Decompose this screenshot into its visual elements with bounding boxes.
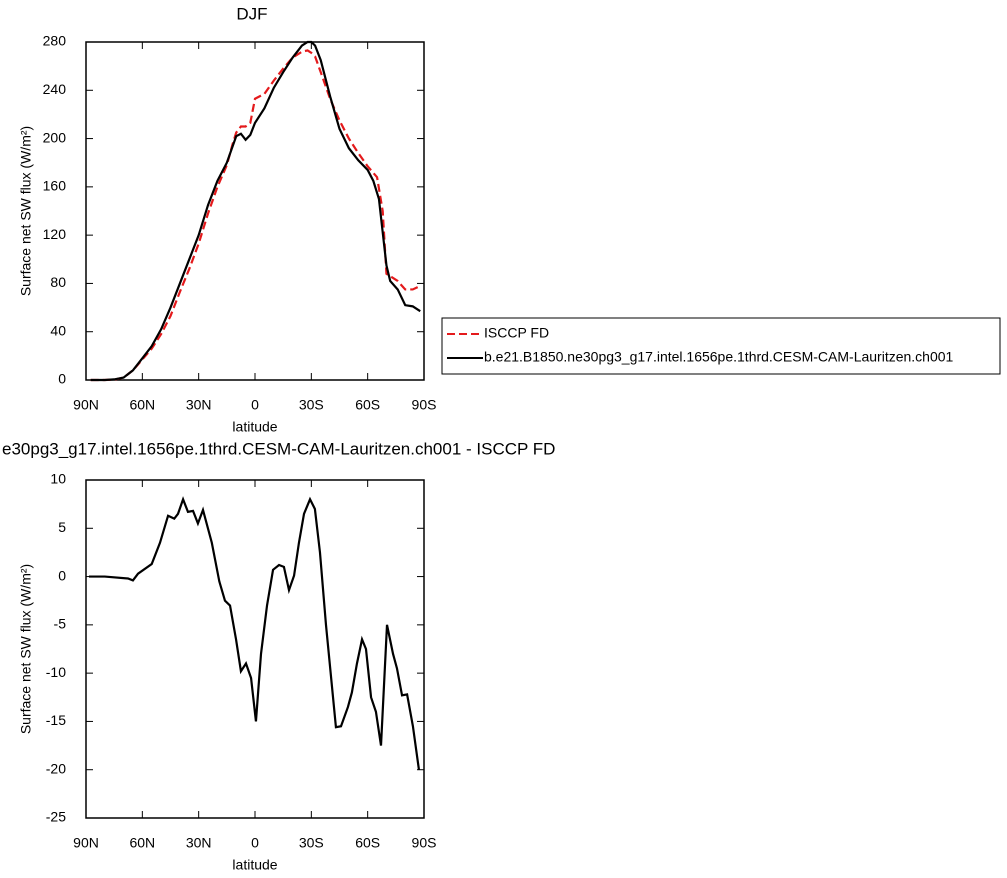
y-tick-label: -10 — [46, 664, 66, 680]
x-tick-label: 30N — [186, 397, 212, 413]
x-tick-label: 0 — [251, 397, 259, 413]
data-line — [90, 49, 421, 382]
y-tick-label: -20 — [46, 760, 66, 776]
plot-frame — [85, 41, 425, 381]
y-tick-label: 120 — [43, 226, 67, 242]
data-line — [90, 40, 421, 382]
x-tick-label: 30S — [299, 835, 324, 851]
y-axis-label: Surface net SW flux (W/m²) — [18, 564, 34, 734]
y-tick-label: 240 — [43, 81, 67, 97]
x-tick-label: 90N — [73, 835, 99, 851]
x-tick-label: 90S — [412, 835, 437, 851]
x-tick-label: 60N — [129, 835, 155, 851]
x-tick-label: 30N — [186, 835, 212, 851]
y-tick-label: 40 — [50, 322, 66, 338]
y-tick-label: 5 — [58, 519, 66, 535]
y-tick-label: 10 — [50, 471, 66, 487]
chart-title: DJF — [236, 4, 267, 23]
x-tick-label: 30S — [299, 397, 324, 413]
y-tick-label: 0 — [58, 371, 66, 387]
y-tick-label: 80 — [50, 274, 66, 290]
x-tick-label: 60S — [355, 397, 380, 413]
legend-box — [441, 317, 1001, 375]
x-tick-label: 60S — [355, 835, 380, 851]
data-line — [89, 496, 421, 770]
x-axis-label: latitude — [232, 857, 277, 873]
x-tick-label: 0 — [251, 835, 259, 851]
x-tick-label: 60N — [129, 397, 155, 413]
legend-label: ISCCP FD — [484, 325, 549, 341]
legend-label: b.e21.B1850.ne30pg3_g17.intel.1656pe.1th… — [484, 349, 954, 365]
x-tick-label: 90S — [412, 397, 437, 413]
y-axis-label: Surface net SW flux (W/m²) — [18, 126, 34, 296]
y-tick-label: 160 — [43, 178, 67, 194]
y-tick-label: 0 — [58, 567, 66, 583]
y-tick-label: -15 — [46, 712, 66, 728]
x-tick-label: 90N — [73, 397, 99, 413]
chart-title: e30pg3_g17.intel.1656pe.1thrd.CESM-CAM-L… — [2, 439, 555, 458]
y-tick-label: 200 — [43, 129, 67, 145]
y-tick-label: -5 — [54, 616, 67, 632]
y-tick-label: 280 — [43, 33, 67, 49]
x-axis-label: latitude — [232, 419, 277, 435]
plot-frame — [85, 479, 425, 819]
y-tick-label: -25 — [46, 809, 66, 825]
